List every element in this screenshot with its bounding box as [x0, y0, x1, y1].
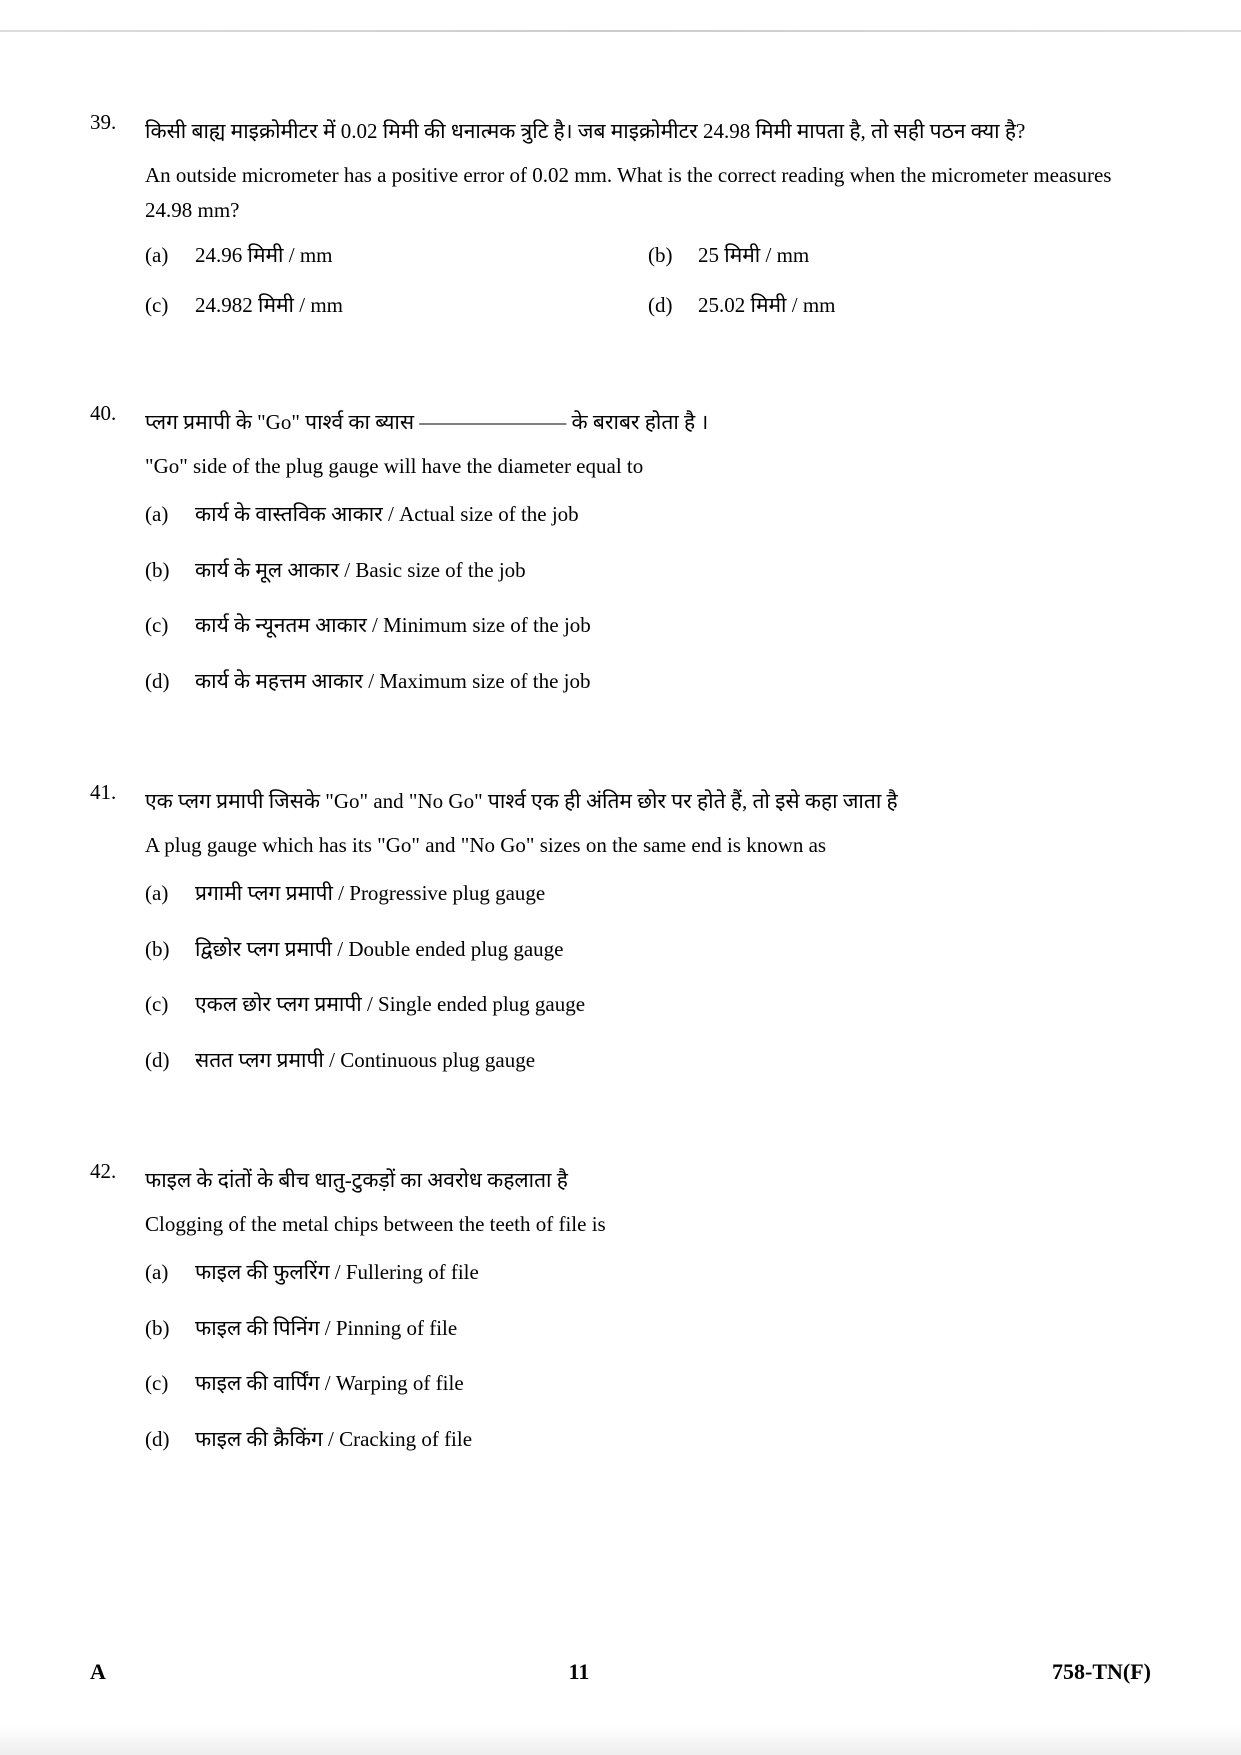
- option-text: सतत प्लग प्रमापी / Continuous plug gauge: [195, 1044, 1151, 1078]
- option-item: (a) प्रगामी प्लग प्रमापी / Progressive p…: [145, 877, 1151, 911]
- option-item: (c) कार्य के न्यूनतम आकार / Minimum size…: [145, 609, 1151, 643]
- option-text: कार्य के वास्तविक आकार / Actual size of …: [195, 498, 1151, 532]
- option-label: (c): [145, 293, 195, 318]
- option-text: एकल छोर प्लग प्रमापी / Single ended plug…: [195, 988, 1151, 1022]
- question-text-hindi: फाइल के दांतों के बीच धातु-टुकड़ों का अव…: [145, 1159, 1151, 1201]
- option-text: फाइल की फुलरिंग / Fullering of file: [195, 1256, 1151, 1290]
- option-item: (d) 25.02 मिमी / mm: [648, 291, 1151, 319]
- footer-left: A: [90, 1659, 106, 1685]
- option-text: कार्य के महत्तम आकार / Maximum size of t…: [195, 665, 1151, 699]
- option-text: फाइल की पिनिंग / Pinning of file: [195, 1312, 1151, 1346]
- question-block: 42. फाइल के दांतों के बीच धातु-टुकड़ों क…: [90, 1159, 1151, 1478]
- option-label: (c): [145, 988, 195, 1022]
- option-label: (d): [145, 665, 195, 699]
- question-text-hindi: किसी बाह्य माइक्रोमीटर में 0.02 मिमी की …: [145, 110, 1151, 152]
- question-number: 41.: [90, 780, 145, 805]
- page-bottom-smudge: [0, 1725, 1241, 1755]
- questions-container: 39. किसी बाह्य माइक्रोमीटर में 0.02 मिमी…: [90, 110, 1151, 1478]
- option-item: (c) फाइल की वार्पिंग / Warping of file: [145, 1367, 1151, 1401]
- option-text: प्रगामी प्लग प्रमापी / Progressive plug …: [195, 877, 1151, 911]
- option-item: (a) कार्य के वास्तविक आकार / Actual size…: [145, 498, 1151, 532]
- option-label: (a): [145, 243, 195, 268]
- option-item: (d) सतत प्लग प्रमापी / Continuous plug g…: [145, 1044, 1151, 1078]
- option-text: 24.96 मिमी / mm: [195, 241, 648, 269]
- option-item: (a) फाइल की फुलरिंग / Fullering of file: [145, 1256, 1151, 1290]
- option-text: 25.02 मिमी / mm: [698, 291, 1151, 319]
- option-text: कार्य के मूल आकार / Basic size of the jo…: [195, 554, 1151, 588]
- option-item: (d) कार्य के महत्तम आकार / Maximum size …: [145, 665, 1151, 699]
- option-label: (b): [145, 933, 195, 967]
- question-text-hindi: एक प्लग प्रमापी जिसके "Go" and "No Go" प…: [145, 780, 1151, 822]
- page-top-border: [0, 30, 1241, 32]
- page-footer: A 11 758-TN(F): [90, 1659, 1151, 1685]
- question-number: 39.: [90, 110, 145, 135]
- option-label: (a): [145, 1256, 195, 1290]
- option-label: (a): [145, 498, 195, 532]
- option-label: (d): [648, 293, 698, 318]
- option-item: (c) 24.982 मिमी / mm: [145, 291, 648, 319]
- option-label: (a): [145, 877, 195, 911]
- question-number: 40.: [90, 401, 145, 426]
- question-text-english: Clogging of the metal chips between the …: [145, 1207, 1151, 1242]
- footer-page-number: 11: [569, 1659, 590, 1685]
- option-item: (d) फाइल की क्रैकिंग / Cracking of file: [145, 1423, 1151, 1457]
- option-item: (a) 24.96 मिमी / mm: [145, 241, 648, 269]
- option-label: (d): [145, 1423, 195, 1457]
- option-label: (b): [145, 1312, 195, 1346]
- footer-right: 758-TN(F): [1052, 1659, 1151, 1685]
- options-container: (a) कार्य के वास्तविक आकार / Actual size…: [145, 498, 1151, 698]
- option-item: (b) फाइल की पिनिंग / Pinning of file: [145, 1312, 1151, 1346]
- option-label: (c): [145, 1367, 195, 1401]
- option-label: (c): [145, 609, 195, 643]
- option-item: (b) 25 मिमी / mm: [648, 241, 1151, 269]
- options-container: (a) प्रगामी प्लग प्रमापी / Progressive p…: [145, 877, 1151, 1077]
- option-label: (b): [145, 554, 195, 588]
- options-container: (a) फाइल की फुलरिंग / Fullering of file …: [145, 1256, 1151, 1456]
- option-item: (b) कार्य के मूल आकार / Basic size of th…: [145, 554, 1151, 588]
- option-label: (b): [648, 243, 698, 268]
- option-item: (b) द्विछोर प्लग प्रमापी / Double ended …: [145, 933, 1151, 967]
- option-text: फाइल की वार्पिंग / Warping of file: [195, 1367, 1151, 1401]
- question-number: 42.: [90, 1159, 145, 1184]
- question-block: 41. एक प्लग प्रमापी जिसके "Go" and "No G…: [90, 780, 1151, 1099]
- question-text-english: An outside micrometer has a positive err…: [145, 158, 1151, 227]
- option-text: कार्य के न्यूनतम आकार / Minimum size of …: [195, 609, 1151, 643]
- question-block: 39. किसी बाह्य माइक्रोमीटर में 0.02 मिमी…: [90, 110, 1151, 341]
- question-text-english: A plug gauge which has its "Go" and "No …: [145, 828, 1151, 863]
- options-container: (a) 24.96 मिमी / mm (b) 25 मिमी / mm (c)…: [145, 241, 1151, 341]
- option-text: फाइल की क्रैकिंग / Cracking of file: [195, 1423, 1151, 1457]
- question-text-english: "Go" side of the plug gauge will have th…: [145, 449, 1151, 484]
- question-block: 40. प्लग प्रमापी के "Go" पार्श्व का ब्या…: [90, 401, 1151, 720]
- option-label: (d): [145, 1044, 195, 1078]
- option-item: (c) एकल छोर प्लग प्रमापी / Single ended …: [145, 988, 1151, 1022]
- option-text: 24.982 मिमी / mm: [195, 291, 648, 319]
- option-text: द्विछोर प्लग प्रमापी / Double ended plug…: [195, 933, 1151, 967]
- question-text-hindi: प्लग प्रमापी के "Go" पार्श्व का ब्यास ——…: [145, 401, 1151, 443]
- option-text: 25 मिमी / mm: [698, 241, 1151, 269]
